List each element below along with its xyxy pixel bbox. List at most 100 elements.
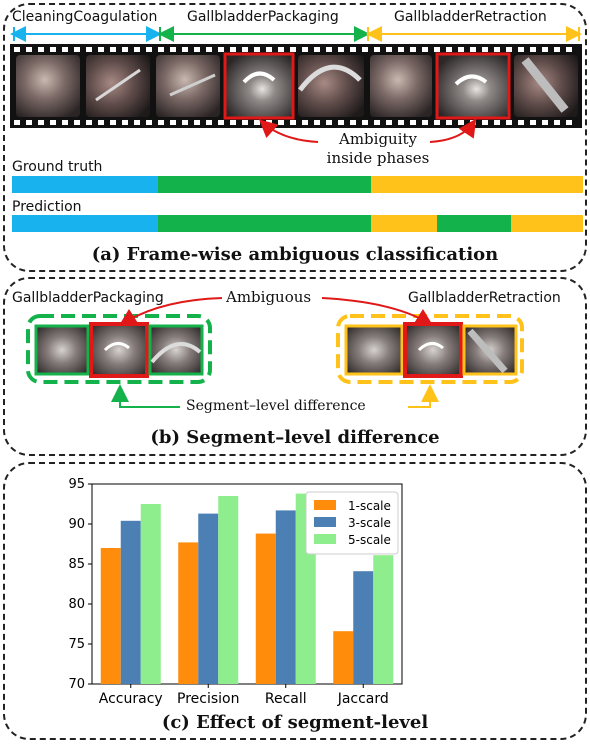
plot-frame (91, 483, 403, 685)
sprocket-hole (62, 120, 68, 125)
sprocket-hole (62, 47, 68, 52)
sprocket-hole (314, 47, 320, 52)
packaging-ambiguous-frame (89, 322, 149, 378)
bar-3-scale (198, 513, 219, 684)
ambiguity-arrow-left (259, 119, 319, 143)
sprocket-hole (242, 120, 248, 125)
sprocket-hole (338, 120, 344, 125)
x-tick-label: Jaccard (337, 691, 389, 707)
panel-b-caption: (b) Segment–level difference (150, 427, 440, 448)
bar-1-scale (178, 542, 199, 684)
sprocket-hole (38, 47, 44, 52)
bar-5-scale (140, 504, 161, 684)
sprocket-hole (554, 47, 560, 52)
sprocket-hole (134, 120, 140, 125)
sprocket-hole (266, 120, 272, 125)
panel-c-frame (3, 462, 587, 740)
sprocket-hole (86, 47, 92, 52)
sprocket-hole (362, 120, 368, 125)
sprocket-hole (254, 47, 260, 52)
legend-label: 5-scale (348, 533, 391, 547)
sprocket-hole (470, 47, 476, 52)
sprocket-hole (506, 47, 512, 52)
sprocket-hole (182, 120, 188, 125)
sprocket-hole (86, 120, 92, 125)
ambiguity-arrow-right (429, 118, 477, 143)
sprocket-hole (350, 120, 356, 125)
sprocket-hole (26, 47, 32, 52)
panel-a-frame (3, 3, 587, 272)
sprocket-hole (554, 120, 560, 125)
sprocket-hole (170, 47, 176, 52)
sprocket-hole (422, 120, 428, 125)
sprocket-hole (302, 47, 308, 52)
difference-arrow-right (408, 384, 439, 408)
sprocket-hole (530, 47, 536, 52)
sprocket-hole (98, 120, 104, 125)
bar-1-scale (255, 533, 276, 684)
sprocket-hole (410, 47, 416, 52)
sprocket-hole (206, 120, 212, 125)
x-tick-label: Precision (177, 691, 239, 707)
bar-5-scale (373, 555, 394, 684)
panel-b-graphics (26, 297, 524, 408)
legend-label: 3-scale (348, 516, 391, 530)
difference-arrow-left (111, 384, 180, 408)
bar-1-scale (100, 548, 121, 684)
sprocket-hole (98, 47, 104, 52)
x-tick-label: Accuracy (99, 691, 163, 707)
ambiguous-arrow-right (321, 297, 434, 327)
panel-b-frame (3, 277, 587, 456)
sprocket-hole (386, 120, 392, 125)
sprocket-hole (170, 120, 176, 125)
sprocket-hole (278, 47, 284, 52)
phase-label-cleaning: CleaningCoagulation (12, 9, 158, 25)
sprocket-hole (74, 120, 80, 125)
sprocket-hole (422, 47, 428, 52)
sprocket-hole (506, 120, 512, 125)
sprocket-hole (446, 47, 452, 52)
sprocket-hole (326, 47, 332, 52)
ambiguity-label-line2: inside phases (326, 149, 430, 167)
sprocket-hole (530, 120, 536, 125)
sprocket-hole (458, 120, 464, 125)
sprocket-hole (398, 47, 404, 52)
sprocket-hole (134, 47, 140, 52)
sprocket-hole (326, 120, 332, 125)
sprocket-hole (158, 47, 164, 52)
legend-swatch (314, 534, 336, 544)
sprocket-hole (50, 47, 56, 52)
sprocket-hole (50, 120, 56, 125)
panel-b-left-phase: GallbladderPackaging (12, 290, 164, 306)
sprocket-hole (374, 120, 380, 125)
highlight-frame-2 (435, 52, 511, 120)
sprocket-hole (494, 47, 500, 52)
film-frames (16, 55, 578, 117)
sprocket-hole (374, 47, 380, 52)
sprocket-hole (122, 47, 128, 52)
panel-a-caption: (a) Frame-wise ambiguous classification (91, 244, 499, 265)
bar-3-scale (353, 571, 374, 684)
pred-segment-cleaning (12, 215, 158, 232)
gt-segment-retraction (371, 176, 583, 193)
sprocket-hole (38, 120, 44, 125)
sprocket-hole (494, 120, 500, 125)
sprocket-hole (302, 120, 308, 125)
sprocket-hole (482, 47, 488, 52)
gt-segment-packaging (158, 176, 371, 193)
sprocket-hole (398, 120, 404, 125)
bar-1-scale (333, 631, 354, 684)
sprocket-hole (230, 120, 236, 125)
retraction-group-border (336, 314, 524, 384)
sprocket-hole (266, 47, 272, 52)
bar-3-scale (275, 510, 296, 684)
sprocket-hole (146, 120, 152, 125)
sprocket-hole (158, 120, 164, 125)
sprocket-hole (194, 120, 200, 125)
sprocket-hole (14, 47, 20, 52)
sprocket-hole (518, 120, 524, 125)
sprocket-hole (14, 120, 20, 125)
difference-label: Segment–level difference (186, 398, 366, 414)
ground-truth-label: Ground truth (12, 159, 103, 175)
sprocket-hole (206, 47, 212, 52)
